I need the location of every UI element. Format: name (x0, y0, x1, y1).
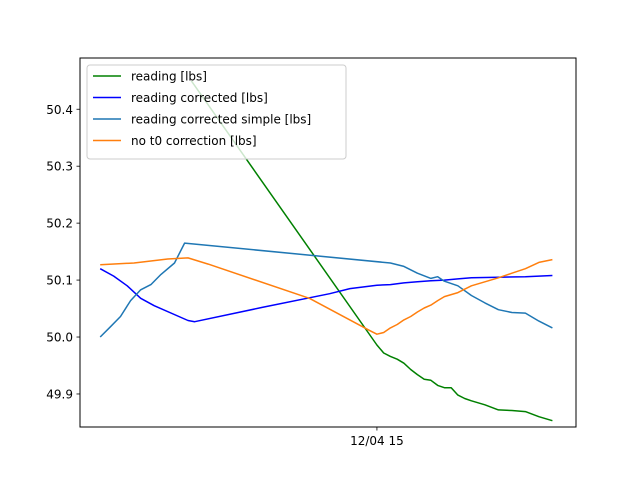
y-tick-label: 50.3 (46, 160, 73, 174)
y-axis: 49.9 50.0 50.1 50.2 50.3 50.4 (46, 103, 80, 401)
series-line-3 (99, 242, 553, 338)
y-tick-label: 50.4 (46, 103, 73, 117)
legend: reading [lbs] reading corrected [lbs] read… (86, 64, 347, 160)
plot-area: 49.9 50.0 50.1 50.2 50.3 50.4 12/04 15 readin… (46, 57, 577, 448)
legend-box (86, 64, 347, 160)
series-line-2 (99, 268, 553, 323)
axes-frame (79, 57, 577, 428)
y-tick-label: 50.0 (46, 331, 73, 345)
legend-label: reading corrected [lbs] (131, 91, 268, 105)
legend-label: reading corrected simple [lbs] (131, 113, 311, 127)
series-line-1 (190, 80, 553, 422)
x-axis: 12/04 15 (350, 427, 404, 448)
x-tick-label: 12/04 15 (350, 434, 404, 448)
y-tick-label: 50.1 (46, 274, 73, 288)
legend-label: no t0 correction [lbs] (131, 134, 257, 148)
series-layer (99, 80, 553, 422)
series-line-4 (100, 257, 553, 335)
legend-label: reading [lbs] (131, 70, 207, 84)
y-tick-label: 49.9 (46, 387, 73, 401)
y-tick-label: 50.2 (46, 217, 73, 231)
